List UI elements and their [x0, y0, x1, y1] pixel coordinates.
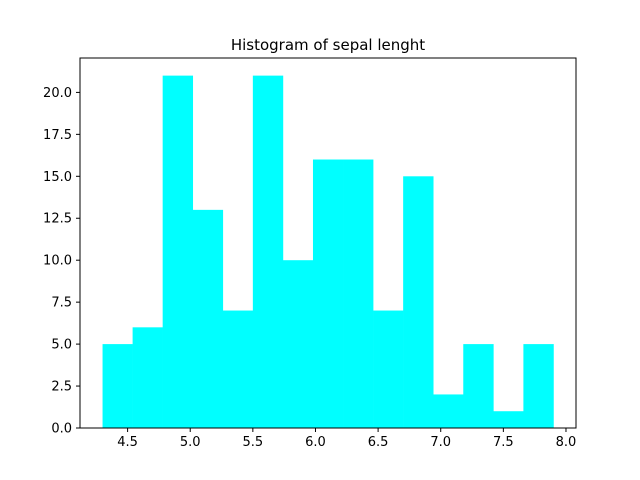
y-tick-label: 7.5	[51, 296, 72, 311]
x-tick-label: 6.5	[368, 435, 389, 450]
x-tick-label: 8.0	[556, 435, 577, 450]
histogram-bar	[192, 209, 224, 428]
histogram-bar	[102, 344, 133, 428]
x-tick-label: 6.0	[305, 435, 326, 450]
histogram-bar	[312, 159, 344, 428]
histogram-bar	[222, 310, 254, 428]
x-tick-label: 7.0	[430, 435, 451, 450]
histogram-bar	[433, 394, 464, 428]
histogram-bar	[252, 75, 284, 429]
y-tick-label: 10.0	[43, 254, 72, 269]
histogram-bar	[523, 344, 554, 428]
x-tick-label: 7.5	[493, 435, 514, 450]
y-tick-label: 2.5	[51, 380, 72, 395]
y-tick-label: 17.5	[43, 128, 72, 143]
histogram-bar	[162, 75, 194, 429]
y-tick-label: 20.0	[43, 86, 72, 101]
chart-title: Histogram of sepal lenght	[231, 36, 425, 54]
plot-frame	[79, 57, 577, 429]
x-tick-label: 5.0	[180, 435, 201, 450]
histogram-bar	[343, 159, 374, 428]
x-tick-label: 4.5	[117, 435, 138, 450]
y-tick-label: 15.0	[43, 170, 72, 185]
y-tick-label: 5.0	[51, 338, 72, 353]
histogram-bar	[282, 260, 314, 428]
y-tick-label: 0.0	[51, 422, 72, 437]
axes-layer: 4.5 5.0 5.5 6.0 6.5 7.0 7.5 8.0 0.0 2.5 5.0 7.5 10.0…	[43, 57, 577, 450]
histogram-bar	[373, 310, 404, 428]
histogram-bar	[403, 176, 434, 428]
bars-layer	[102, 75, 554, 429]
histogram-bar	[493, 411, 524, 428]
histogram-bar	[132, 327, 163, 428]
x-tick-label: 5.5	[243, 435, 264, 450]
y-tick-label: 12.5	[43, 212, 72, 227]
histogram-bar	[463, 344, 494, 428]
